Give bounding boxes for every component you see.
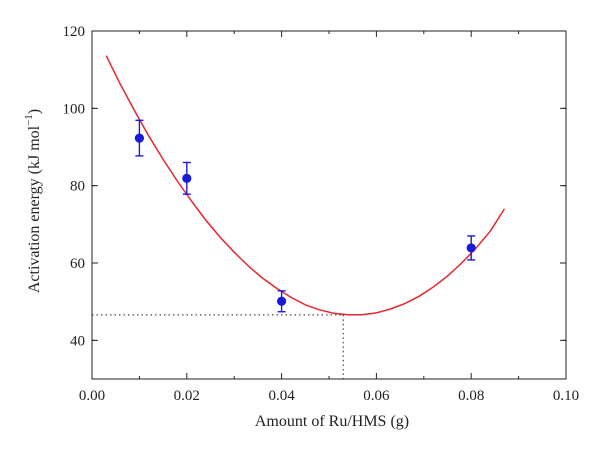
x-tick-label: 0.10: [553, 388, 579, 404]
data-point: [134, 133, 144, 143]
y-tick-label: 100: [63, 101, 86, 117]
data-point: [277, 296, 287, 306]
fit-curve-layer: [105, 55, 506, 316]
x-tick-label: 0.08: [458, 388, 484, 404]
x-axis-label: Amount of Ru/HMS (g): [255, 413, 409, 430]
x-tick-label: 0.06: [363, 388, 390, 404]
x-tick-label: 0.00: [79, 388, 105, 404]
y-axis-label-main: Activation energy (kJ mol: [26, 125, 43, 293]
plot-frame-rect: [91, 30, 567, 380]
plot-frame: [91, 30, 567, 380]
fit-curve: [105, 55, 506, 316]
data-point: [182, 173, 192, 183]
y-tick-label: 80: [70, 179, 85, 195]
y-axis-label-superscript: −1: [23, 114, 35, 126]
data-point-group: [182, 161, 192, 195]
x-tick-label: 0.02: [174, 388, 200, 404]
y-axis-label-close: ): [26, 109, 43, 114]
data-point-group: [134, 119, 144, 157]
data-points-layer: [134, 119, 476, 313]
y-axis-label: Activation energy (kJ mol−1): [23, 109, 43, 293]
axis-ticks: 0.00 0.02 0.04 0.06 0.08 0.10 40 60 80 100 120: [63, 24, 580, 404]
x-tick-label: 0.04: [268, 388, 295, 404]
y-tick-label: 40: [70, 333, 85, 349]
y-tick-label: 60: [70, 256, 85, 272]
data-point: [466, 243, 476, 253]
data-point-group: [466, 235, 476, 261]
data-point-group: [277, 290, 287, 313]
y-tick-label: 120: [63, 24, 86, 40]
minimum-guide-layer: [92, 314, 344, 379]
